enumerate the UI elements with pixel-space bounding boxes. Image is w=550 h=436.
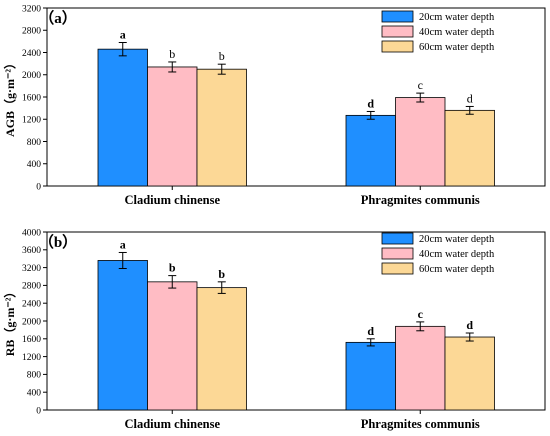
bar bbox=[345, 341, 396, 411]
bar bbox=[147, 281, 198, 411]
y-tick-label: 0 bbox=[36, 406, 41, 416]
y-tick-label: 1200 bbox=[22, 353, 41, 363]
y-tick-label: 2000 bbox=[22, 71, 41, 81]
panel-label: （a） bbox=[39, 9, 77, 27]
legend-label: 40cm water depth bbox=[419, 249, 495, 260]
significance-label: a bbox=[120, 27, 126, 41]
y-tick-label: 800 bbox=[27, 138, 42, 148]
y-tick-label: 1600 bbox=[22, 335, 41, 345]
y-tick-label: 2400 bbox=[22, 49, 41, 59]
y-tick-label: 2400 bbox=[22, 300, 41, 310]
bar bbox=[395, 325, 446, 411]
y-tick-label: 3200 bbox=[22, 4, 41, 14]
legend: 20cm water depth 40cm water depth 60cm wat… bbox=[381, 10, 495, 53]
y-axis-label: AGB（g·m⁻²） bbox=[2, 57, 17, 137]
bar bbox=[444, 109, 495, 187]
legend-label: 40cm water depth bbox=[419, 27, 495, 38]
legend-label: 60cm water depth bbox=[419, 42, 495, 53]
legend-swatch bbox=[381, 232, 414, 245]
bar bbox=[345, 114, 396, 187]
legend-swatch bbox=[381, 262, 414, 275]
y-tick-label: 2800 bbox=[22, 282, 41, 292]
significance-label: d bbox=[466, 318, 473, 332]
category-label: Cladium chinense bbox=[124, 417, 220, 431]
y-tick-label: 1600 bbox=[22, 93, 41, 103]
bar bbox=[196, 68, 247, 187]
legend-label: 60cm water depth bbox=[419, 264, 495, 275]
significance-label: d bbox=[367, 96, 374, 110]
y-tick-label: 2800 bbox=[22, 27, 41, 37]
significance-label: a bbox=[120, 237, 126, 251]
significance-label: d bbox=[467, 91, 473, 105]
panel-label: （b） bbox=[39, 233, 77, 251]
legend-label: 20cm water depth bbox=[419, 12, 495, 23]
bar bbox=[147, 66, 198, 187]
significance-label: b bbox=[218, 267, 225, 281]
y-axis-label: RB（g·m⁻²） bbox=[2, 286, 17, 357]
y-tick-label: 0 bbox=[36, 182, 41, 192]
significance-label: b bbox=[169, 47, 175, 61]
bar bbox=[444, 336, 495, 411]
legend: 20cm water depth 40cm water depth 60cm wat… bbox=[381, 232, 495, 275]
legend-swatch bbox=[381, 247, 414, 260]
y-tick-label: 4000 bbox=[22, 228, 41, 238]
significance-label: b bbox=[219, 49, 225, 63]
category-label: Phragmites communis bbox=[361, 193, 480, 207]
y-tick-label: 400 bbox=[27, 389, 42, 399]
panel-a: 0 400 800 1200 1600 2000 2400 2800 3200 Cladium c… bbox=[2, 4, 546, 207]
y-tick-label: 1200 bbox=[22, 116, 41, 126]
legend-label: 20cm water depth bbox=[419, 234, 495, 245]
y-tick-label: 800 bbox=[27, 371, 42, 381]
legend-swatch bbox=[381, 25, 414, 38]
significance-label: b bbox=[169, 261, 176, 275]
category-label: Phragmites communis bbox=[361, 417, 480, 431]
bar bbox=[196, 287, 247, 411]
y-tick-label: 400 bbox=[27, 160, 42, 170]
significance-label: c bbox=[418, 78, 423, 92]
y-tick-label: 3200 bbox=[22, 264, 41, 274]
bar bbox=[97, 260, 148, 411]
bar bbox=[395, 97, 446, 187]
legend-swatch bbox=[381, 10, 414, 23]
significance-label: d bbox=[367, 324, 374, 338]
panel-b: 0 400 800 1200 1600 2000 2400 2800 3200 3600 4000 C… bbox=[2, 228, 546, 431]
y-tick-label: 3600 bbox=[22, 246, 41, 256]
category-label: Cladium chinense bbox=[124, 193, 220, 207]
y-tick-label: 2000 bbox=[22, 317, 41, 327]
bar bbox=[97, 48, 148, 187]
legend-swatch bbox=[381, 40, 414, 53]
significance-label: c bbox=[418, 307, 424, 321]
